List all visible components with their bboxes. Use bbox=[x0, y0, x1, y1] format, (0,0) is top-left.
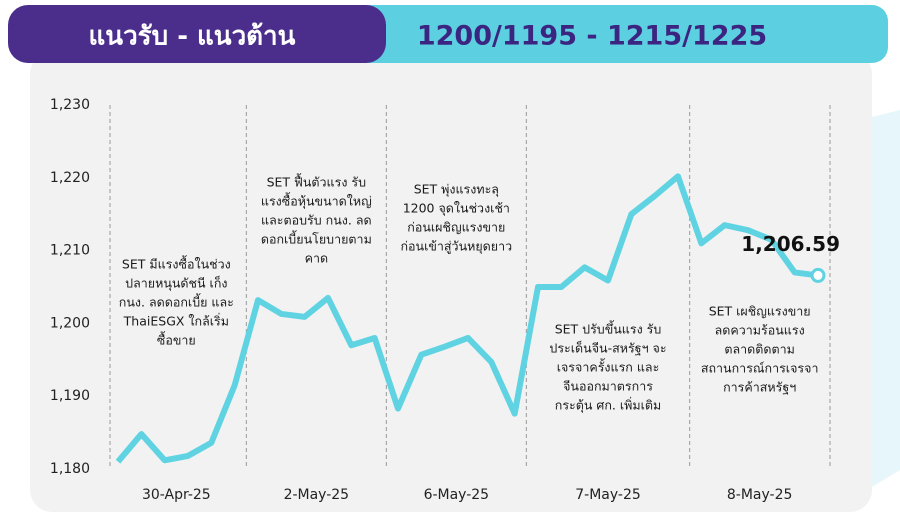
header-band bbox=[330, 5, 888, 63]
x-tick-label: 8-May-25 bbox=[727, 487, 793, 503]
annotation: กนง. ลดดอกเบี้ย และ bbox=[119, 293, 234, 310]
y-tick-label: 1,180 bbox=[50, 461, 90, 477]
x-tick-label: 6-May-25 bbox=[424, 487, 490, 503]
line bbox=[115, 173, 819, 464]
annotation: แรงซื้อหุ้นขนาดใหญ่ bbox=[261, 192, 372, 210]
y-tick-label: 1,230 bbox=[50, 97, 90, 113]
annotation: SET ฟื้นตัวแรง รับ bbox=[267, 173, 367, 190]
annotation: ปลายหนุนดัชนี เก็ง bbox=[125, 276, 227, 292]
x-tick-label: 30-Apr-25 bbox=[142, 487, 211, 503]
y-tick-label: 1,200 bbox=[50, 315, 90, 331]
y-tick-label: 1,220 bbox=[50, 170, 90, 186]
annotation: การค้าสหรัฐฯ bbox=[723, 380, 796, 395]
y-tick-label: 1,190 bbox=[50, 388, 90, 404]
annotation: เจรจาครั้งแรก และ bbox=[557, 358, 660, 375]
annotation: กระตุ้น ศก. เพิ่มเติม bbox=[555, 397, 661, 414]
annotation: ก่อนเผชิญแรงขาย bbox=[407, 220, 505, 235]
annotation: จีนออกมาตรการ bbox=[563, 379, 653, 394]
panel bbox=[30, 52, 872, 512]
value-label: 1,206.59 bbox=[741, 232, 840, 256]
annotation: 1200 จุดในช่วงเช้า bbox=[403, 201, 510, 217]
annotation: ตลาดติดตาม bbox=[724, 342, 795, 357]
annotation: ดอกเบี้ยนโยบายตาม bbox=[261, 230, 372, 247]
x-tick-label: 2-May-25 bbox=[284, 487, 350, 503]
annotation: สถานการณ์การเจรจา bbox=[701, 361, 819, 376]
annotation: ประเด็นจีน-สหรัฐฯ จะ bbox=[549, 341, 666, 356]
annotation: SET ปรับขึ้นแรง รับ bbox=[555, 320, 662, 337]
header-pill bbox=[8, 5, 386, 63]
annotation: SET มีแรงซื้อในช่วง bbox=[122, 255, 231, 272]
annotation: SET พุ่งแรงทะลุ bbox=[414, 182, 499, 198]
point bbox=[810, 267, 826, 283]
annotation: ก่อนเข้าสู่วันหยุดยาว bbox=[400, 239, 512, 255]
annotation: SET เผชิญแรงขาย bbox=[709, 304, 811, 319]
chart-subtitle: 1200/1195 - 1215/1225 bbox=[417, 21, 767, 52]
annotation: ซื้อขาย bbox=[157, 331, 196, 348]
annotation: คาด bbox=[305, 251, 329, 266]
annotation: ThaiESGX ใกล้เริ่ม bbox=[123, 313, 229, 329]
chart-title: แนวรับ - แนวต้าน bbox=[89, 22, 296, 52]
annotation: ลดความร้อนแรง bbox=[715, 323, 805, 338]
x-tick-label: 7-May-25 bbox=[575, 487, 641, 503]
y-tick-label: 1,210 bbox=[50, 243, 90, 259]
annotation: และตอบรับ กนง. ลด bbox=[261, 213, 372, 228]
